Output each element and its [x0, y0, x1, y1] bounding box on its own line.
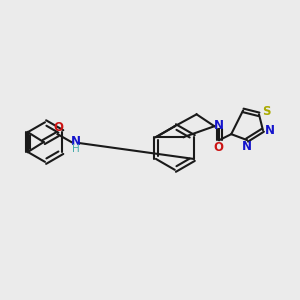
Text: N: N [70, 135, 80, 148]
Text: N: N [214, 119, 224, 132]
Text: N: N [242, 140, 252, 152]
Text: H: H [71, 144, 79, 154]
Text: S: S [262, 105, 270, 118]
Text: O: O [213, 140, 224, 154]
Text: N: N [265, 124, 275, 137]
Text: O: O [53, 121, 64, 134]
